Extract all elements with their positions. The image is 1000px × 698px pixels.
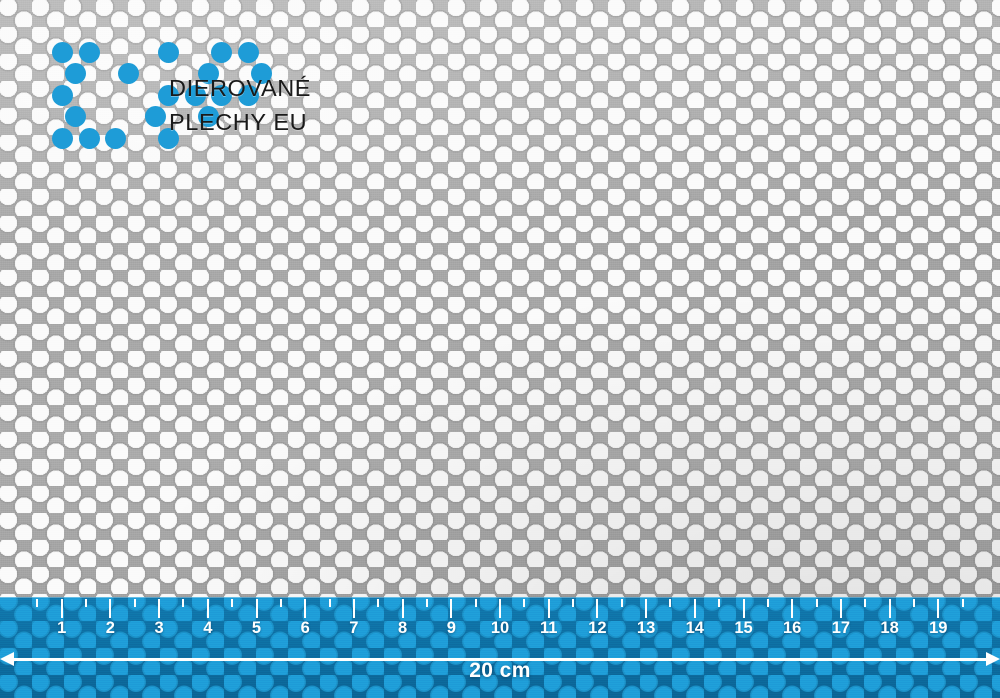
scale-tick-minor	[766, 599, 769, 607]
scale-tick-major	[742, 599, 745, 618]
brand-wordmark-line1: DIEROVANÉ	[169, 75, 312, 101]
logo-dot	[211, 41, 232, 63]
scale-tick-major	[596, 599, 599, 618]
logo-dot	[197, 63, 219, 84]
scale-tick-label: 19	[929, 619, 948, 637]
logo-dot	[184, 84, 206, 106]
logo-dot	[105, 127, 126, 149]
logo-dot	[237, 41, 259, 63]
scale-tick-label: 6	[300, 619, 310, 637]
scale-tick-minor	[85, 599, 88, 607]
scale-tick-label: 10	[490, 619, 510, 637]
scale-tick-label: 12	[588, 619, 607, 637]
logo-dot	[211, 84, 232, 106]
scale-bar-arrow	[0, 652, 1000, 666]
scale-tick-minor	[620, 599, 623, 607]
scale-tick-label: 15	[734, 619, 753, 637]
logo-dot	[237, 84, 259, 106]
scale-tick-label: 8	[398, 619, 408, 637]
logo-dot	[158, 41, 179, 63]
scale-tick-minor	[36, 599, 39, 607]
scale-tick-minor	[425, 599, 428, 607]
scale-tick-major	[401, 599, 404, 618]
scale-tick-major	[791, 599, 794, 618]
scale-tick-minor	[912, 599, 915, 607]
scale-tick-label: 7	[349, 619, 359, 637]
scale-tick-minor	[669, 599, 672, 607]
logo-dot	[78, 41, 100, 63]
scale-tick-minor	[279, 599, 282, 607]
scale-tick-major	[547, 599, 550, 618]
brand-wordmark-line2: PLECHY EU	[169, 109, 308, 135]
scale-tick-major	[888, 599, 891, 618]
logo-dot	[65, 63, 86, 84]
scale-tick-label: 5	[251, 619, 262, 637]
scale-tick-major	[158, 599, 161, 618]
scale-tick-major	[255, 599, 258, 618]
scale-tick-label: 18	[880, 619, 899, 637]
logo-dot	[52, 41, 73, 63]
scale-bar-top-edge	[0, 597, 1000, 598]
scale-tick-minor	[961, 599, 964, 607]
logo-dot	[158, 84, 179, 106]
arrow-left-icon	[0, 652, 14, 666]
scale-tick-major	[304, 599, 307, 618]
dierovane-plechy-dot-logo-icon	[36, 41, 272, 149]
scale-tick-major	[109, 599, 112, 618]
scale-tick-minor	[864, 599, 867, 607]
scale-tick-label: 14	[685, 619, 704, 637]
logo-dot	[52, 127, 73, 149]
scale-tick-minor	[231, 599, 234, 607]
logo-dot	[65, 106, 86, 127]
logo-dot	[144, 106, 166, 127]
scale-tick-major	[206, 599, 209, 618]
scale-tick-minor	[328, 599, 331, 607]
logo-dot	[158, 127, 179, 149]
scale-tick-minor	[182, 599, 185, 607]
scale-bar-total-label: 20 cm	[469, 659, 531, 682]
scale-tick-label: 11	[539, 619, 558, 637]
scale-tick-minor	[718, 599, 721, 607]
scale-tick-label: 1	[57, 619, 67, 637]
scale-bar: 1 2 3 4 5 6 7 8 9 10 11 12 13 14 15 16 17 18 19 20 cm	[0, 597, 1000, 698]
scale-tick-label: 4	[203, 619, 213, 637]
scale-tick-label: 9	[446, 619, 456, 637]
scale-tick-label: 3	[154, 619, 164, 637]
scale-tick-minor	[474, 599, 477, 607]
scale-tick-minor	[815, 599, 818, 607]
scale-tick-label: 13	[636, 619, 656, 637]
scale-tick-major	[499, 599, 501, 618]
scale-tick-major	[450, 599, 453, 618]
scale-tick-minor	[523, 599, 526, 607]
scale-tick-minor	[572, 599, 575, 607]
logo-dot	[78, 127, 100, 149]
scale-tick-label: 2	[105, 619, 115, 637]
brand-logo: DIEROVANÉ PLECHY EU	[36, 41, 336, 149]
logo-dot	[118, 63, 139, 84]
scale-tick-major	[693, 599, 696, 618]
scale-tick-label: 17	[831, 619, 851, 637]
scale-tick-major	[60, 599, 63, 618]
scale-tick-major	[839, 599, 842, 618]
arrow-right-icon	[986, 652, 1000, 666]
scale-tick-minor	[133, 599, 136, 607]
scale-tick-major	[937, 599, 940, 618]
scale-tick-label: 16	[783, 619, 802, 637]
scale-tick-major	[352, 599, 355, 618]
scale-tick-minor	[377, 599, 380, 607]
arrow-line	[13, 658, 987, 661]
logo-dot	[52, 84, 73, 106]
logo-dot	[197, 106, 219, 127]
scale-tick-major	[645, 599, 648, 618]
brand-wordmark: DIEROVANÉ PLECHY EU	[169, 71, 311, 139]
logo-dot	[250, 63, 272, 84]
